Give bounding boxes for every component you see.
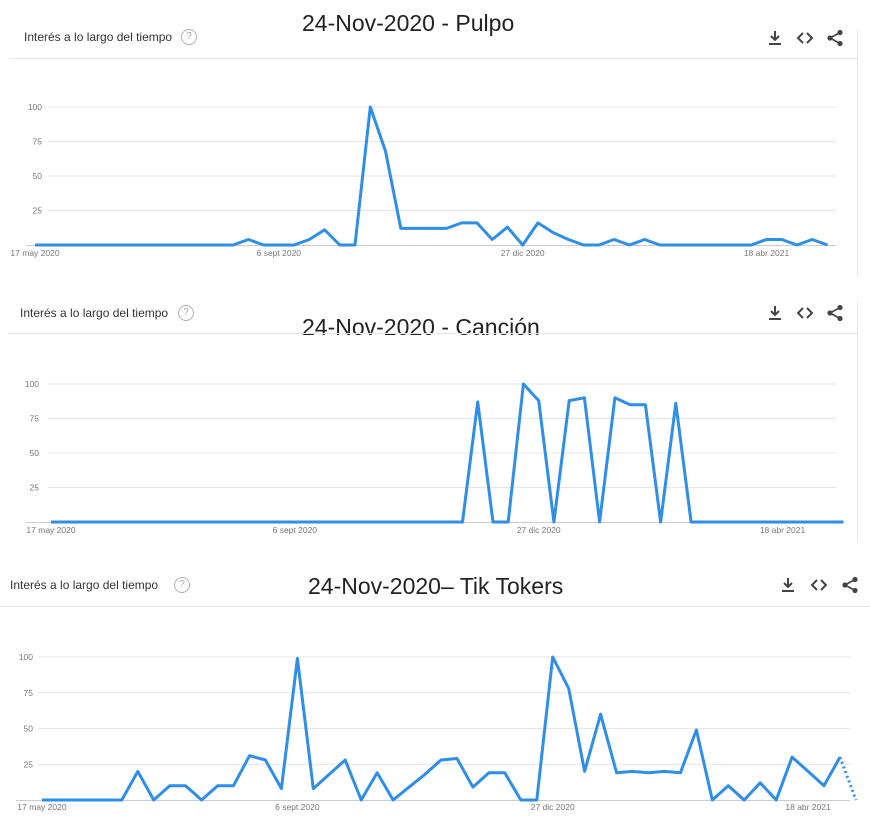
share-icon[interactable]	[825, 28, 845, 48]
toolbar	[778, 575, 858, 595]
y-tick-label: 50	[33, 171, 43, 181]
chart-panel-pulpo: Interés a lo largo del tiempo ? 24-Nov-2…	[0, 0, 870, 276]
series-line	[51, 382, 844, 524]
help-icon[interactable]: ?	[181, 29, 197, 45]
x-tick-label: 17 may 2020	[10, 248, 59, 258]
y-tick-label: 50	[30, 448, 40, 458]
y-tick-label: 75	[30, 414, 40, 424]
series-line	[42, 655, 842, 802]
line-chart-pulpo: 25 50 75 100 17 may 2020 6 sept 2020 27 dic 20…	[10, 102, 836, 258]
chart-title: 24-Nov-2020 - Pulpo	[302, 10, 515, 36]
y-tick-label: 75	[33, 137, 43, 147]
panel-divider	[0, 606, 870, 607]
y-tick-label: 100	[19, 652, 33, 662]
panel-border	[857, 301, 858, 542]
download-icon[interactable]	[765, 28, 785, 48]
chart-panel-tiktokers: Interés a lo largo del tiempo ? 24-Nov-2…	[0, 548, 870, 823]
line-chart-tiktokers: 25 50 75 100 17 may 2020 6 sept 2020 27 dic 20…	[16, 652, 858, 812]
panel-border	[857, 30, 858, 276]
x-tick-label: 27 dic 2020	[517, 525, 561, 535]
x-tick-label: 27 dic 2020	[531, 802, 575, 812]
x-tick-label: 18 abr 2021	[744, 248, 790, 258]
y-tick-label: 100	[25, 379, 39, 389]
embed-code-icon[interactable]	[795, 28, 815, 48]
y-tick-label: 50	[24, 724, 34, 734]
x-tick-label: 18 abr 2021	[760, 525, 806, 535]
chart-title: 24-Nov-2020 - Canción	[302, 314, 540, 340]
help-icon[interactable]: ?	[174, 577, 190, 593]
share-icon[interactable]	[825, 303, 845, 323]
download-icon[interactable]	[778, 575, 798, 595]
y-tick-label: 25	[33, 206, 43, 216]
x-tick-label: 6 sept 2020	[275, 802, 320, 812]
x-tick-label: 6 sept 2020	[273, 525, 318, 535]
embed-code-icon[interactable]	[809, 575, 829, 595]
series-line	[35, 105, 829, 247]
x-tick-label: 6 sept 2020	[257, 248, 302, 258]
y-tick-label: 25	[24, 759, 34, 769]
y-tick-label: 25	[30, 483, 40, 493]
share-icon[interactable]	[840, 575, 860, 595]
x-tick-label: 27 dic 2020	[501, 248, 545, 258]
panel-divider	[8, 333, 858, 334]
series-partial-segment	[838, 756, 858, 801]
x-tick-label: 17 may 2020	[26, 525, 75, 535]
line-chart-cancion: 25 50 75 100 17 may 2020 6 sept 2020 27 dic 20…	[25, 379, 844, 535]
panel-header: Interés a lo largo del tiempo	[10, 578, 159, 592]
chart-panel-cancion: Interés a lo largo del tiempo ? 24-Nov-2…	[0, 276, 870, 542]
toolbar	[765, 28, 845, 48]
toolbar	[765, 303, 845, 323]
chart-title: 24-Nov-2020– Tik Tokers	[308, 573, 564, 599]
embed-code-icon[interactable]	[795, 303, 815, 323]
help-icon[interactable]: ?	[178, 305, 194, 321]
panel-header: Interés a lo largo del tiempo	[20, 306, 169, 320]
x-tick-label: 17 may 2020	[17, 802, 66, 812]
panel-divider	[10, 58, 858, 59]
panel-header: Interés a lo largo del tiempo	[24, 30, 173, 44]
x-tick-label: 18 abr 2021	[785, 802, 831, 812]
download-icon[interactable]	[765, 303, 785, 323]
y-tick-label: 100	[28, 102, 42, 112]
y-tick-label: 75	[24, 688, 34, 698]
